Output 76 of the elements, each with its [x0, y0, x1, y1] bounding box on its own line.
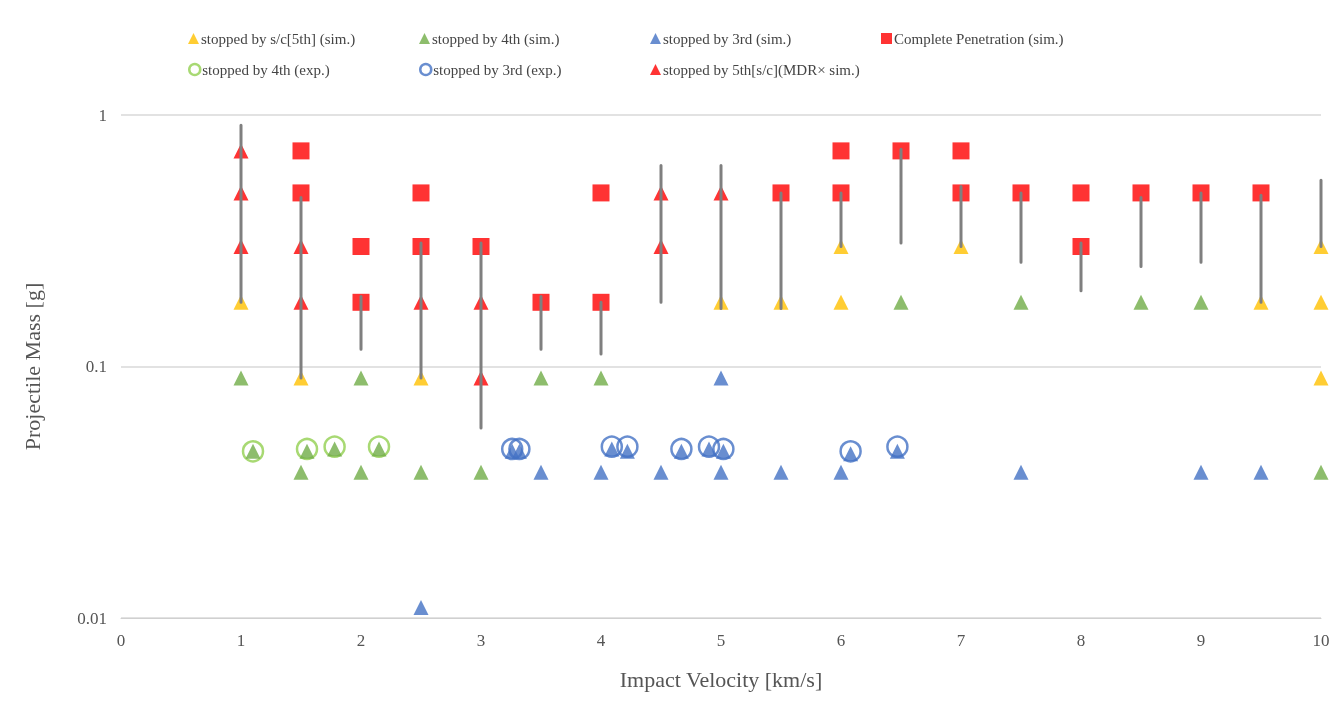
point [697, 435, 721, 458]
point [508, 437, 531, 461]
x-tick-label: 4 [596, 631, 606, 650]
point [839, 440, 862, 463]
y-tick-label: 1 [98, 105, 107, 125]
point [593, 464, 609, 480]
point [353, 464, 369, 480]
point [1253, 464, 1269, 480]
legend-label: stopped by s/c[5th] (sim.) [201, 30, 356, 48]
x-tick-label: 0 [116, 631, 126, 650]
x-tick-label: 1 [236, 631, 246, 650]
point [1313, 464, 1329, 480]
legend-label: stopped by 4th (sim.) [432, 30, 560, 48]
point [952, 142, 970, 160]
point [1313, 370, 1329, 386]
point [1193, 294, 1209, 310]
y-tick-label: 0.01 [77, 608, 107, 628]
point [1013, 464, 1029, 480]
point [1072, 184, 1090, 202]
point [653, 464, 669, 480]
point [323, 435, 346, 458]
point [1012, 184, 1030, 202]
point [293, 464, 309, 480]
point [1252, 184, 1270, 202]
point [833, 294, 849, 310]
point [1193, 464, 1209, 480]
y-tick-label: 0.1 [85, 357, 107, 376]
point [713, 464, 729, 480]
point [1132, 184, 1150, 202]
point [533, 370, 549, 386]
point [670, 437, 693, 461]
legend-label: stopped by 3rd (exp.) [433, 61, 562, 79]
point [886, 435, 909, 458]
point [616, 435, 639, 458]
point [413, 464, 429, 480]
point [772, 184, 790, 202]
point [233, 370, 249, 386]
x-tick-label: 8 [1076, 631, 1086, 650]
x-tick-label: 9 [1196, 631, 1206, 650]
x-tick-label: 5 [716, 631, 726, 650]
legend-label: stopped by 5th[s/c](MDR× sim.) [663, 61, 860, 79]
point [600, 435, 624, 458]
point [533, 464, 549, 480]
point [413, 600, 429, 616]
point [295, 437, 319, 461]
point [1133, 294, 1149, 310]
point [833, 464, 849, 480]
x-tick-label: 2 [356, 631, 366, 650]
point [592, 184, 610, 202]
x-axis-title: Impact Velocity [km/s] [619, 666, 823, 692]
x-tick-label: 10 [1312, 631, 1330, 650]
point [292, 142, 310, 160]
x-tick-label: 3 [476, 631, 486, 650]
point [1313, 294, 1329, 310]
point [593, 370, 609, 386]
legend-label: stopped by 3rd (sim.) [663, 30, 792, 48]
point [712, 437, 735, 461]
point [412, 184, 430, 202]
point [367, 435, 391, 458]
point [500, 437, 524, 461]
legend-label: stopped by 4th (exp.) [202, 61, 330, 79]
point [773, 464, 789, 480]
point [1192, 184, 1210, 202]
point [1013, 294, 1029, 310]
x-tick-label: 7 [956, 631, 966, 650]
point [352, 238, 370, 255]
legend-label: Complete Penetration (sim.) [894, 30, 1064, 48]
x-tick-label: 6 [836, 631, 846, 650]
point [473, 464, 489, 480]
point [713, 370, 729, 386]
point [353, 370, 369, 386]
point [832, 142, 850, 160]
point [832, 184, 850, 202]
point [292, 184, 310, 202]
point [893, 294, 909, 310]
y-axis-title: Projectile Mass [g] [19, 282, 45, 451]
